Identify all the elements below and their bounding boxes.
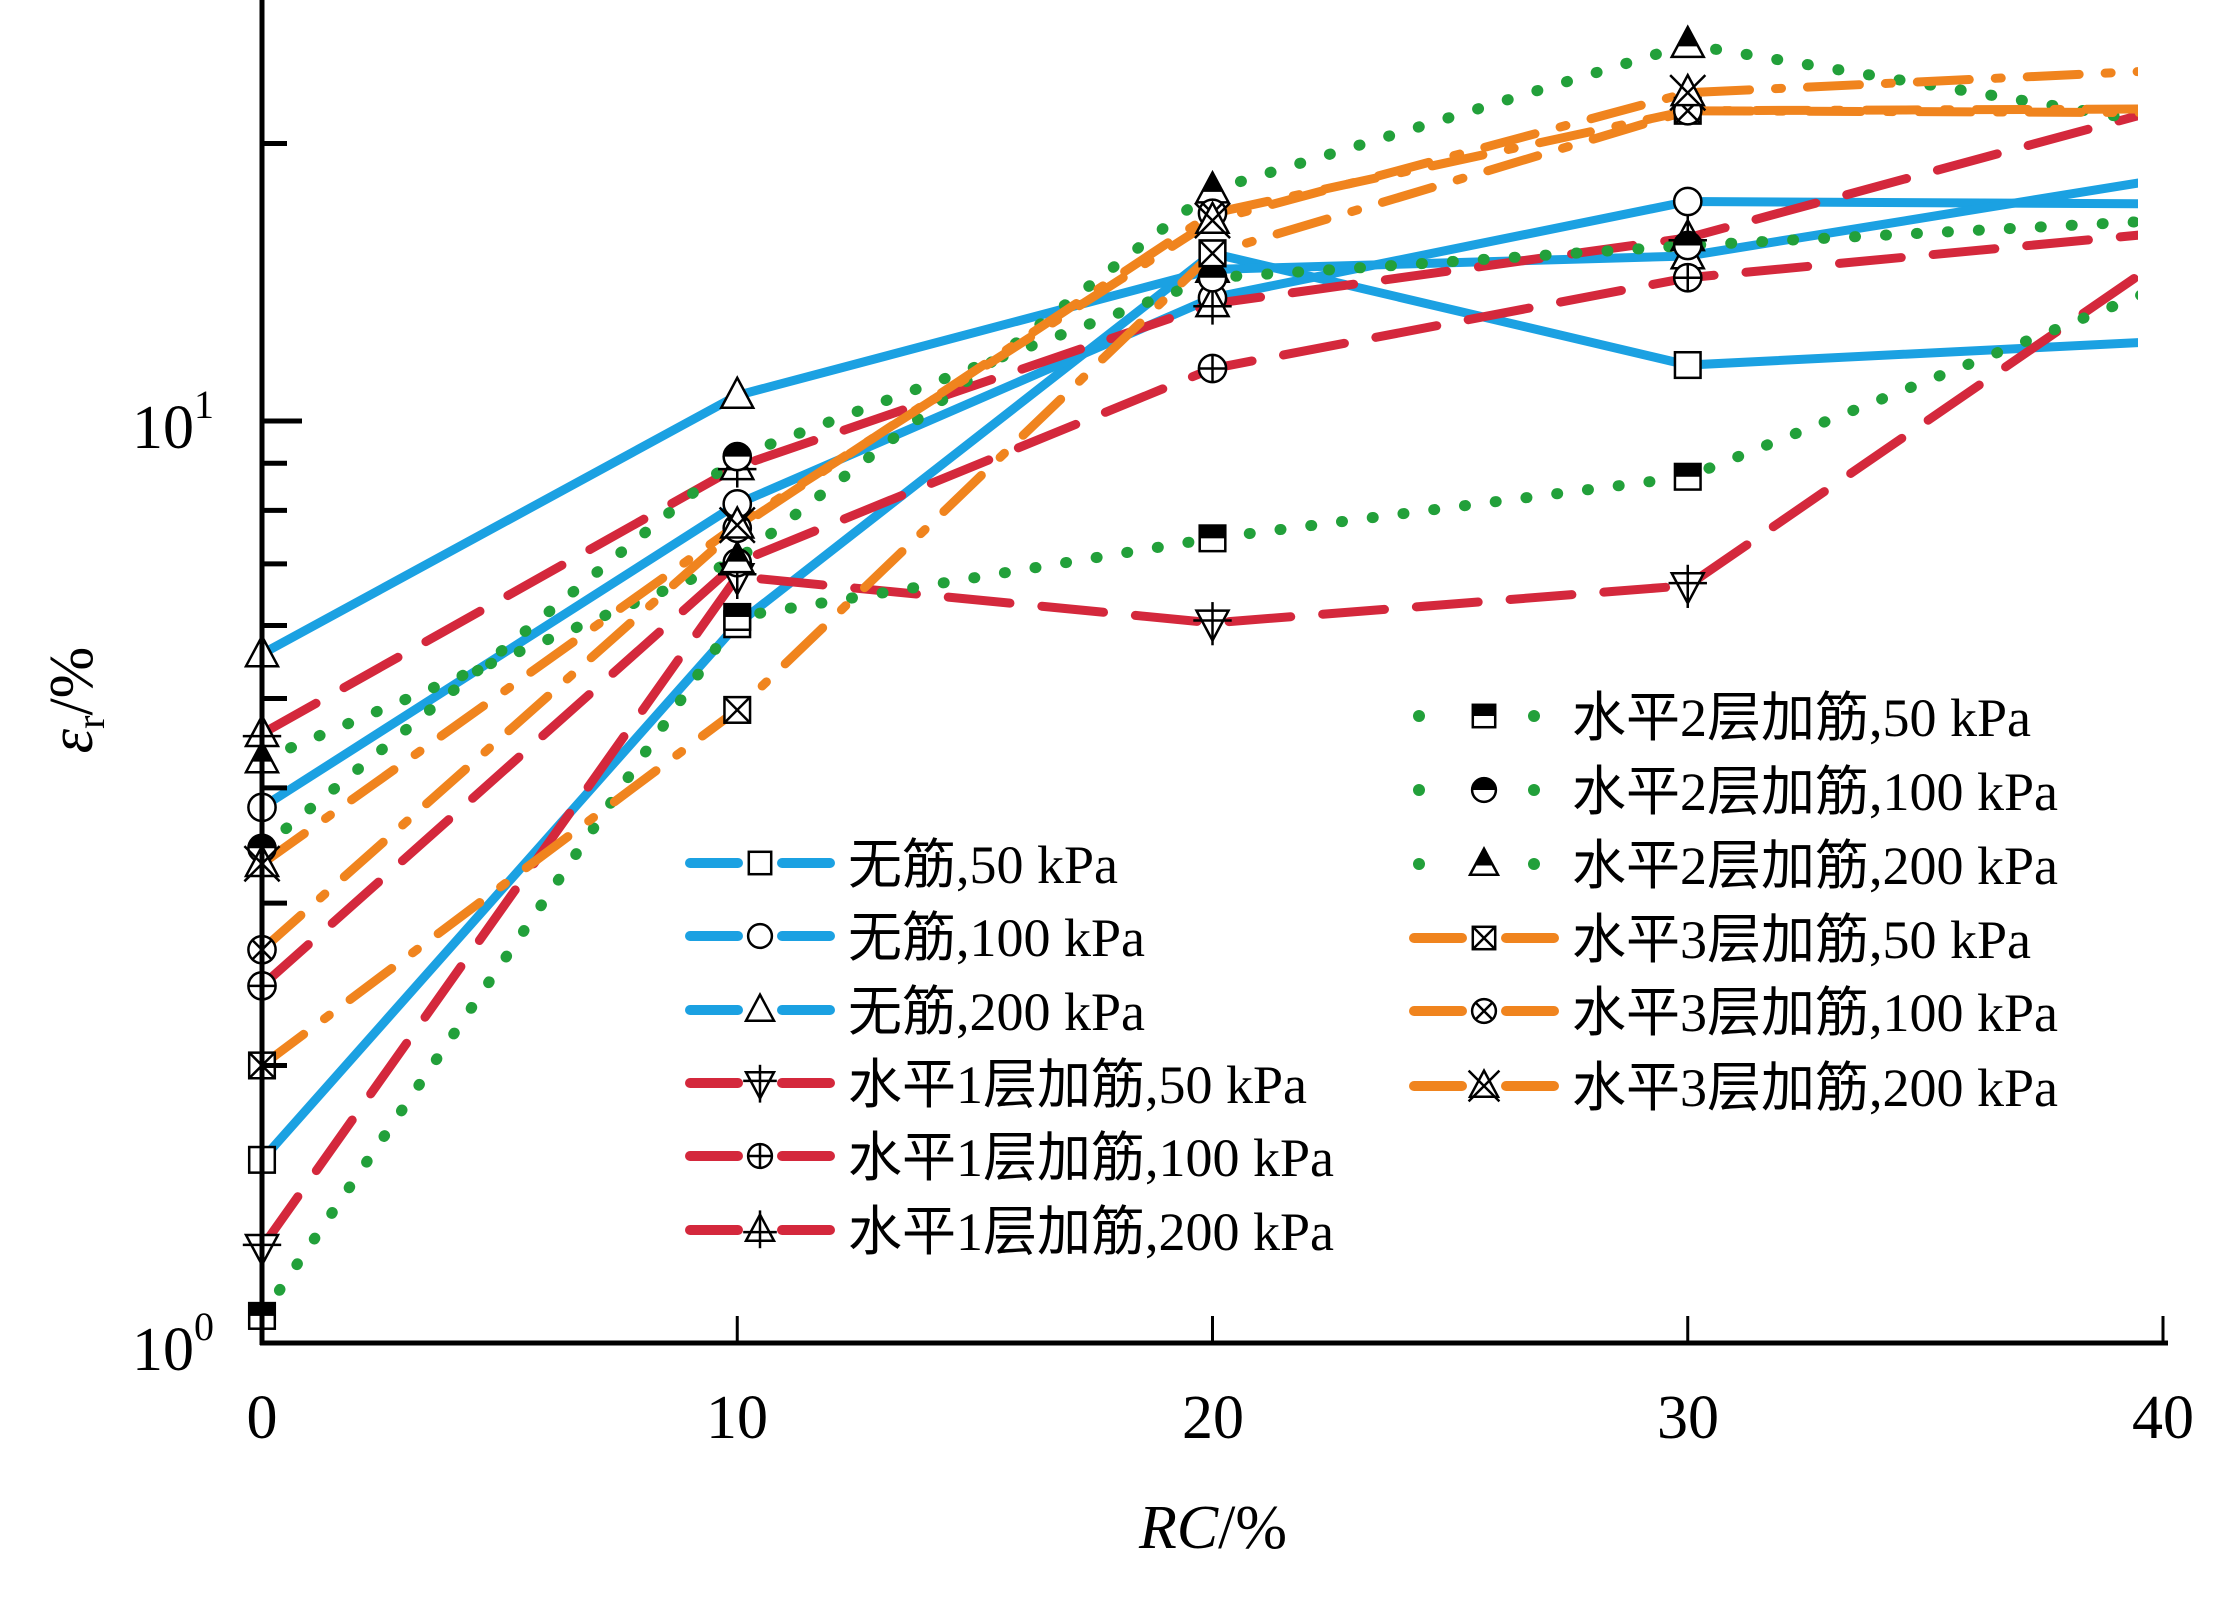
legend-marker [1467,845,1501,877]
legend-item: 水平1层加筋,100 kPa [685,1128,1334,1188]
data-point-marker [1197,262,1228,293]
data-point-marker [1198,524,1227,553]
legend-marker [746,922,774,950]
legend-swatch [1528,858,1540,870]
x-axis-title-rest: /% [1218,1494,1287,1562]
data-point-marker [1672,186,1703,217]
y-axis-title-rest: /% [38,647,106,716]
legend-marker [747,850,773,876]
y-tick-label-exp: 0 [194,1304,214,1349]
data-point-marker [1193,281,1232,325]
y-tick-label-10-1: 101 [132,382,214,462]
legend-label: 水平1层加筋,50 kPa [848,1055,1307,1115]
data-point-marker [1197,353,1228,384]
x-tick-label: 40 [2132,1384,2194,1452]
legend-label: 水平3层加筋,100 kPa [1572,983,2058,1043]
legend-swatch [1413,858,1425,870]
legend-item: 水平1层加筋,50 kPa [685,1055,1307,1115]
data-point-marker [723,602,752,632]
legend-swatch [1528,784,1540,796]
legend-item: 水平1层加筋,200 kPa [685,1202,1334,1262]
legend-label: 水平2层加筋,100 kPa [1572,762,2058,822]
y-axis-title: εr/% [38,647,113,754]
legend-label: 无筋,50 kPa [848,835,1118,895]
data-point-marker [1673,462,1702,491]
series-layer [262,38,2138,1322]
legend-marker [1471,925,1497,951]
x-tick-label: 30 [1657,1384,1719,1452]
data-point-marker [1193,602,1232,646]
legend-item: 无筋,50 kPa [685,835,1118,895]
data-point-marker [1668,564,1707,608]
y-tick-label-exp: 1 [194,382,214,427]
legend-item: 无筋,200 kPa [685,982,1145,1042]
x-tick-label: 10 [706,1384,768,1452]
legend-item: 水平3层加筋,100 kPa [1409,983,2058,1043]
legend-label: 水平2层加筋,200 kPa [1572,836,2058,896]
legend-swatch [1528,710,1540,722]
data-point-marker [1194,169,1231,204]
data-point-marker [719,375,756,409]
y-axis-title-sub: r [68,716,113,729]
x-ticks [260,1316,2165,1343]
data-point-marker [1672,230,1703,261]
legend-marker [743,1210,777,1249]
series-line-6 [262,290,2138,1322]
legend-label: 水平1层加筋,200 kPa [848,1202,1334,1262]
legend-label: 无筋,100 kPa [848,908,1145,968]
y-tick-label-10-0: 100 [132,1304,214,1384]
data-point-marker [722,441,753,472]
y-ticks [262,140,302,1346]
legend: 无筋,50 kPa 无筋,100 kPa 无筋,200 kPa 水平1层加筋,50 k… [685,688,2058,1262]
y-tick-label-base: 10 [132,1316,194,1384]
legend-marker [743,991,777,1023]
legend-label: 无筋,200 kPa [848,982,1145,1042]
legend-marker [743,1064,777,1103]
legend-marker [1470,776,1498,804]
legend-item: 水平2层加筋,50 kPa [1413,688,2031,748]
legend-label: 水平3层加筋,50 kPa [1572,910,2031,970]
data-point-marker [1672,262,1703,293]
data-point-marker [1673,350,1702,380]
legend-item: 无筋,100 kPa [685,908,1145,968]
x-axis-title-italic: RC [1138,1494,1219,1562]
legend-item: 水平3层加筋,50 kPa [1409,910,2031,970]
legend-label: 水平3层加筋,200 kPa [1572,1058,2058,1118]
legend-item: 水平2层加筋,200 kPa [1413,836,2058,896]
legend-marker [1470,997,1498,1025]
data-point-marker [1198,239,1227,268]
legend-item: 水平3层加筋,200 kPa [1409,1058,2058,1118]
x-tick-labels: 0 10 20 30 40 [247,1384,2195,1452]
legend-label: 水平1层加筋,100 kPa [848,1128,1334,1188]
data-point-marker [1194,200,1231,239]
legend-item: 水平2层加筋,100 kPa [1413,762,2058,822]
x-axis-title: RC/% [1138,1494,1287,1562]
y-axis-title-symbol: ε [38,728,106,753]
data-point-marker [723,695,752,724]
x-tick-label: 0 [247,1384,278,1452]
legend-swatch [1413,710,1425,722]
data-point-marker [719,539,756,574]
legend-label: 水平2层加筋,50 kPa [1572,688,2031,748]
legend-marker [1471,703,1497,729]
data-point-marker [1669,72,1707,112]
legend-marker [1467,1067,1501,1103]
legend-marker [746,1142,774,1170]
legend-swatch [1413,784,1425,796]
y-tick-label-base: 10 [132,394,194,462]
data-point-marker [718,504,756,544]
x-tick-label: 20 [1182,1384,1244,1452]
data-point-marker [1669,24,1706,59]
